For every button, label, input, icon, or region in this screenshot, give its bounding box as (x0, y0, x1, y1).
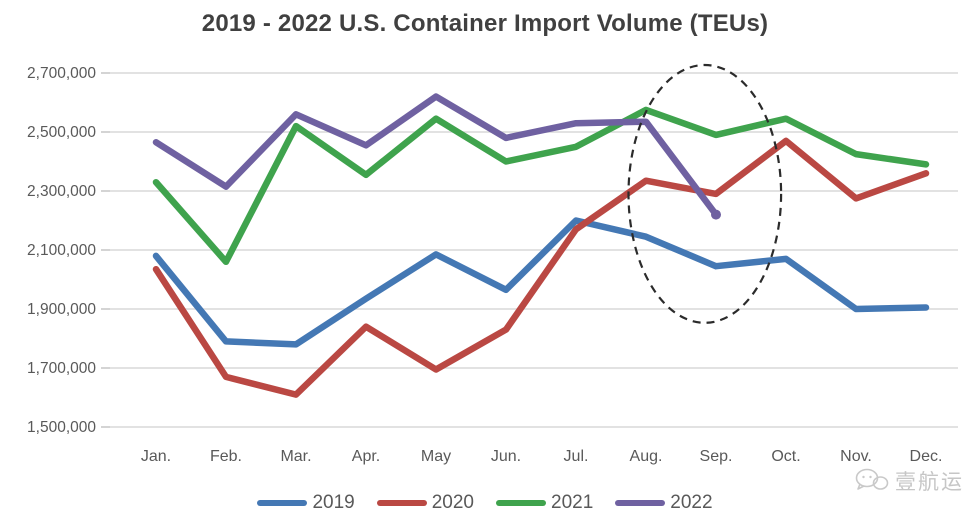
y-axis-label: 2,300,000 (27, 183, 96, 200)
y-axis-label: 2,700,000 (27, 65, 96, 82)
chart-legend: 2019 2020 2021 2022 (0, 492, 970, 514)
x-axis-label: Feb. (210, 448, 242, 465)
legend-label-2021: 2021 (551, 492, 594, 513)
x-axis-label: Jun. (491, 448, 521, 465)
x-axis-label: Sep. (700, 448, 733, 465)
x-axis-label: Dec. (910, 448, 943, 465)
y-axis-label: 1,900,000 (27, 301, 96, 318)
series-line-2022 (152, 93, 720, 218)
legend-label-2022: 2022 (670, 492, 713, 513)
wechat-bubbles-icon (855, 468, 889, 490)
series-line-2019 (152, 217, 930, 348)
legend-label-2019: 2019 (312, 492, 355, 513)
x-axis-label: Mar. (280, 448, 311, 465)
y-axis-label: 2,100,000 (27, 242, 96, 259)
x-axis-label: Aug. (630, 448, 663, 465)
legend-item-2020: 2020 (376, 492, 474, 514)
x-axis-label: Oct. (771, 448, 800, 465)
series-end-marker-2022 (711, 209, 721, 220)
legend-swatch-2021 (496, 500, 546, 506)
series-line-2020 (152, 137, 930, 398)
series-line-2021 (152, 106, 930, 266)
chart-title: 2019 - 2022 U.S. Container Import Volume… (201, 10, 769, 37)
legend-swatch-2022 (615, 500, 666, 506)
legend-item-2021: 2021 (496, 492, 593, 514)
legend-item-2019: 2019 (257, 492, 355, 514)
x-axis-label: Jul. (564, 448, 589, 465)
legend-swatch-2019 (257, 500, 308, 506)
watermark: 壹航运 (855, 466, 964, 496)
y-axis-label: 1,500,000 (27, 419, 96, 436)
x-axis-label: Jan. (141, 448, 171, 465)
x-axis-label: Apr. (352, 448, 380, 465)
annotation-dashed-ellipse (627, 63, 783, 324)
legend-item-2022: 2022 (615, 492, 713, 514)
y-axis-label: 2,500,000 (27, 124, 96, 141)
x-axis-label: Nov. (840, 448, 872, 465)
legend-swatch-2020 (376, 500, 427, 506)
legend-label-2020: 2020 (431, 492, 474, 513)
x-axis-label: May (421, 448, 451, 465)
y-axis-label: 1,700,000 (27, 360, 96, 377)
watermark-text: 壹航运 (895, 471, 964, 494)
